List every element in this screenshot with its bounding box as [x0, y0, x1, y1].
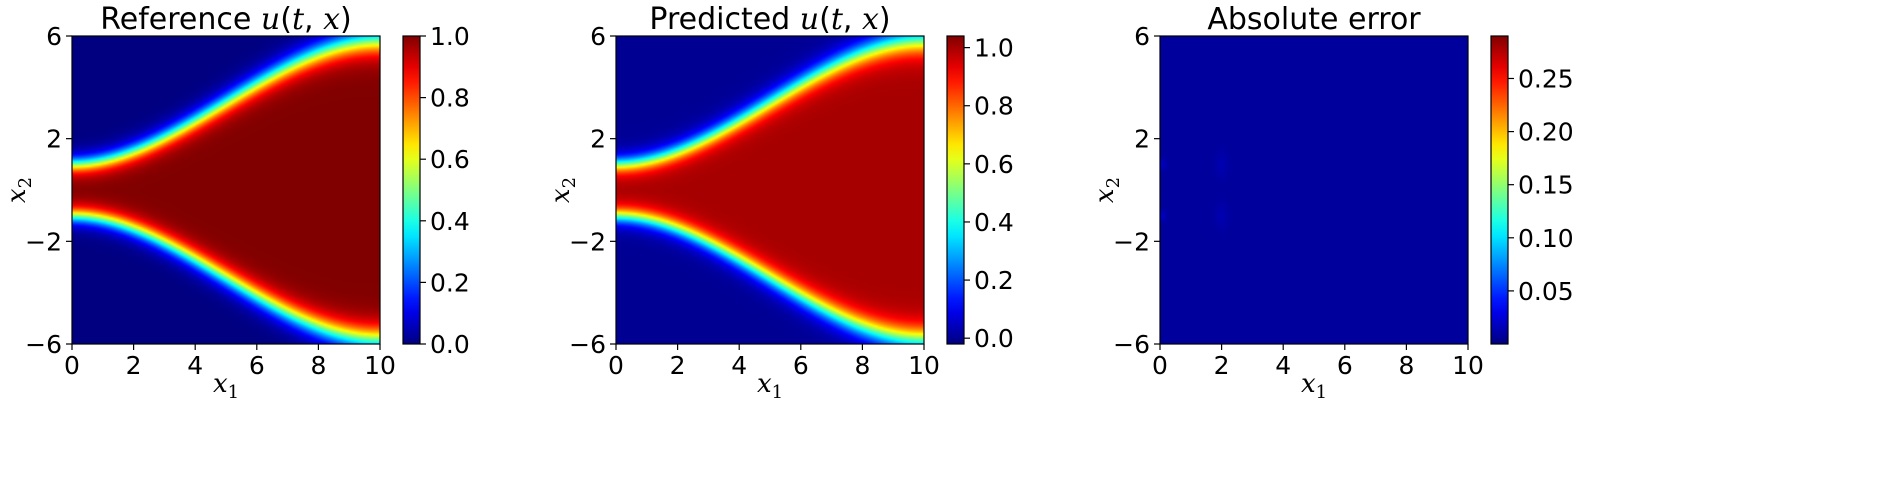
colorbar-tick-label: 1.0	[974, 34, 1014, 63]
y-tick-label: 2	[1134, 125, 1150, 154]
y-tick-label: 6	[1134, 22, 1150, 51]
title-part: ,	[843, 2, 862, 37]
x-tick-label: 2	[1214, 351, 1230, 380]
colorbar-tick-label: 0.05	[1518, 277, 1574, 306]
title-part: t	[292, 2, 305, 37]
title-part: x	[323, 2, 340, 37]
heatmap-image	[72, 36, 380, 344]
x-tick-label: 10	[1452, 351, 1484, 380]
plot-frame	[615, 35, 925, 345]
colorbar-tick-label: 0.10	[1518, 224, 1574, 253]
y-tick-label: −2	[1113, 227, 1150, 256]
y-tick-label: 6	[46, 22, 62, 51]
y-axis-label: x2	[2, 177, 36, 203]
y-tick-label: −6	[569, 330, 606, 359]
colorbar-tick-label: 0.20	[1518, 118, 1574, 147]
chart-title: Reference u(t, x)	[100, 2, 351, 37]
x-axis-label: x1	[1301, 369, 1327, 403]
x-tick-label: 4	[187, 351, 203, 380]
plot-frame	[71, 35, 381, 345]
x-tick-label: 8	[310, 351, 326, 380]
x-tick-label: 10	[908, 351, 940, 380]
y-axis-label: x2	[546, 177, 580, 203]
y-tick-label: 2	[46, 125, 62, 154]
heatmap-image	[1160, 36, 1468, 344]
x-tick-label: 2	[670, 351, 686, 380]
colorbar-tick-label: 0.2	[430, 268, 470, 297]
colorbar-tick-label: 0.6	[430, 145, 470, 174]
chart-title: Predicted u(t, x)	[649, 2, 890, 37]
colorbar-tick-label: 0.4	[974, 208, 1014, 237]
heatmap-svg: Absolute error 0 2 4 6 8 10 6 2 −2 −6 x1 x2 0.05 0.10 0…	[1090, 2, 1574, 403]
x-tick-label: 0	[1152, 351, 1168, 380]
title-part: u	[261, 2, 280, 37]
x-tick-label: 2	[126, 351, 142, 380]
x-tick-label: 6	[793, 351, 809, 380]
title-part: )	[879, 2, 891, 37]
x-tick-label: 0	[608, 351, 624, 380]
colorbar	[1490, 35, 1509, 345]
title-part: Reference	[100, 2, 261, 37]
y-tick-label: −2	[25, 227, 62, 256]
title-part: ,	[304, 2, 323, 37]
y-tick-label: −6	[1113, 330, 1150, 359]
x-tick-label: 4	[1275, 351, 1291, 380]
heatmap-panel-3: Absolute error 0 2 4 6 8 10 6 2 −2 −6 x1 x2 0.05 0.10 0…	[1088, 0, 1715, 486]
title-part: t	[831, 2, 844, 37]
title-part: u	[800, 2, 819, 37]
colorbar-tick-label: 0.25	[1518, 64, 1574, 93]
x-tick-label: 8	[1398, 351, 1414, 380]
y-tick-label: 2	[590, 125, 606, 154]
heatmap-image	[616, 36, 924, 344]
y-axis-label: x2	[1090, 177, 1124, 203]
colorbar-tick-label: 0.8	[974, 92, 1014, 121]
x-tick-label: 6	[249, 351, 265, 380]
colorbar-tick-label: 0.8	[430, 84, 470, 113]
x-tick-label: 8	[854, 351, 870, 380]
x-tick-label: 0	[64, 351, 80, 380]
title-part: (	[280, 2, 292, 37]
x-axis-label: x1	[213, 369, 239, 403]
y-tick-label: −6	[25, 330, 62, 359]
heatmap-svg: Predicted u(t, x) 0 2 4 6 8 10 6 2 −2 −6 x1 x2 0.0 0.2…	[546, 2, 1014, 403]
y-tick-label: −2	[569, 227, 606, 256]
title-part: )	[340, 2, 352, 37]
title-part: Predicted	[649, 2, 799, 37]
x-tick-label: 10	[364, 351, 396, 380]
title-part: Absolute error	[1207, 2, 1421, 37]
colorbar-tick-label: 0.0	[974, 324, 1014, 353]
colorbar-tick-label: 0.15	[1518, 171, 1574, 200]
colorbar-tick-label: 0.0	[430, 330, 470, 359]
colorbar-tick-label: 0.6	[974, 150, 1014, 179]
title-part: (	[819, 2, 831, 37]
x-axis-label: x1	[757, 369, 783, 403]
plot-frame	[1159, 35, 1469, 345]
heatmap-svg: Reference u(t, x) 0 2 4 6 8 10 6 2 −2 −6 x1 x2 0.0 0.2…	[2, 2, 470, 403]
colorbar	[946, 35, 965, 345]
x-tick-label: 4	[731, 351, 747, 380]
colorbar-tick-label: 0.2	[974, 266, 1014, 295]
heatmap-panel-2: Predicted u(t, x) 0 2 4 6 8 10 6 2 −2 −6 x1 x2 0.0 0.2…	[544, 0, 1171, 486]
title-part: x	[862, 2, 879, 37]
colorbar	[402, 35, 421, 345]
y-tick-label: 6	[590, 22, 606, 51]
colorbar-tick-label: 1.0	[430, 22, 470, 51]
colorbar-tick-label: 0.4	[430, 207, 470, 236]
heatmap-panel-1: Reference u(t, x) 0 2 4 6 8 10 6 2 −2 −6 x1 x2 0.0 0.2…	[0, 0, 627, 486]
x-tick-label: 6	[1337, 351, 1353, 380]
chart-title: Absolute error	[1207, 2, 1421, 37]
